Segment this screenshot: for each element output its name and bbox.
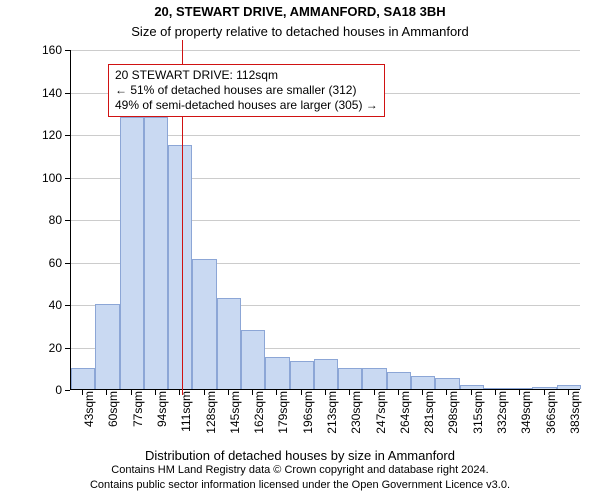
x-axis-label: Distribution of detached houses by size … bbox=[0, 448, 600, 463]
x-tick-label: 94sqm bbox=[155, 391, 169, 441]
y-tick-mark bbox=[65, 135, 70, 136]
chart-title-line2: Size of property relative to detached ho… bbox=[0, 24, 600, 39]
gridline bbox=[71, 50, 580, 51]
y-tick-mark bbox=[65, 390, 70, 391]
attribution-line2: Contains public sector information licen… bbox=[0, 479, 600, 491]
y-tick-mark bbox=[65, 220, 70, 221]
y-tick-mark bbox=[65, 305, 70, 306]
x-tick-label: 196sqm bbox=[301, 391, 315, 441]
bar bbox=[435, 378, 459, 389]
y-tick-mark bbox=[65, 50, 70, 51]
attribution-line1: Contains HM Land Registry data © Crown c… bbox=[0, 464, 600, 476]
y-tick-label: 20 bbox=[34, 341, 62, 355]
y-tick-label: 0 bbox=[34, 383, 62, 397]
x-tick-label: 230sqm bbox=[349, 391, 363, 441]
annotation-line3: 49% of semi-detached houses are larger (… bbox=[115, 98, 378, 113]
bar bbox=[265, 357, 289, 389]
x-tick-label: 145sqm bbox=[228, 391, 242, 441]
y-tick-label: 100 bbox=[34, 171, 62, 185]
x-tick-label: 128sqm bbox=[204, 391, 218, 441]
x-tick-label: 247sqm bbox=[374, 391, 388, 441]
bar bbox=[314, 359, 338, 389]
x-tick-label: 43sqm bbox=[82, 391, 96, 441]
bar bbox=[192, 259, 216, 389]
x-tick-label: 332sqm bbox=[495, 391, 509, 441]
x-tick-label: 366sqm bbox=[544, 391, 558, 441]
x-tick-label: 383sqm bbox=[568, 391, 582, 441]
annotation-line2: ← 51% of detached houses are smaller (31… bbox=[115, 83, 378, 98]
y-tick-mark bbox=[65, 93, 70, 94]
bar bbox=[71, 368, 95, 389]
annotation-box: 20 STEWART DRIVE: 112sqm ← 51% of detach… bbox=[108, 64, 385, 117]
bar bbox=[508, 388, 532, 389]
bar bbox=[168, 145, 192, 389]
chart-title-line1: 20, STEWART DRIVE, AMMANFORD, SA18 3BH bbox=[0, 4, 600, 19]
bar bbox=[120, 117, 144, 389]
y-tick-label: 140 bbox=[34, 86, 62, 100]
bar bbox=[387, 372, 411, 389]
y-tick-mark bbox=[65, 263, 70, 264]
bar bbox=[362, 368, 386, 389]
annotation-line1: 20 STEWART DRIVE: 112sqm bbox=[115, 68, 378, 83]
y-tick-label: 40 bbox=[34, 298, 62, 312]
y-tick-label: 80 bbox=[34, 213, 62, 227]
bar bbox=[460, 385, 484, 389]
x-tick-label: 111sqm bbox=[179, 391, 193, 441]
bar bbox=[338, 368, 362, 389]
y-tick-mark bbox=[65, 348, 70, 349]
bar bbox=[95, 304, 119, 389]
x-tick-label: 179sqm bbox=[276, 391, 290, 441]
chart-container: 20, STEWART DRIVE, AMMANFORD, SA18 3BH S… bbox=[0, 0, 600, 500]
y-tick-label: 60 bbox=[34, 256, 62, 270]
x-tick-label: 298sqm bbox=[446, 391, 460, 441]
x-tick-label: 315sqm bbox=[471, 391, 485, 441]
bar bbox=[217, 298, 241, 389]
bar bbox=[411, 376, 435, 389]
x-tick-label: 281sqm bbox=[422, 391, 436, 441]
x-tick-label: 264sqm bbox=[398, 391, 412, 441]
x-tick-label: 349sqm bbox=[519, 391, 533, 441]
bar bbox=[144, 117, 168, 389]
y-tick-label: 160 bbox=[34, 43, 62, 57]
bar bbox=[484, 388, 508, 389]
bar bbox=[557, 385, 581, 389]
x-tick-label: 213sqm bbox=[325, 391, 339, 441]
y-tick-label: 120 bbox=[34, 128, 62, 142]
bar bbox=[532, 387, 556, 389]
bar bbox=[241, 330, 265, 390]
x-tick-label: 77sqm bbox=[131, 391, 145, 441]
y-tick-mark bbox=[65, 178, 70, 179]
x-tick-label: 162sqm bbox=[252, 391, 266, 441]
bar bbox=[290, 361, 314, 389]
x-tick-label: 60sqm bbox=[106, 391, 120, 441]
